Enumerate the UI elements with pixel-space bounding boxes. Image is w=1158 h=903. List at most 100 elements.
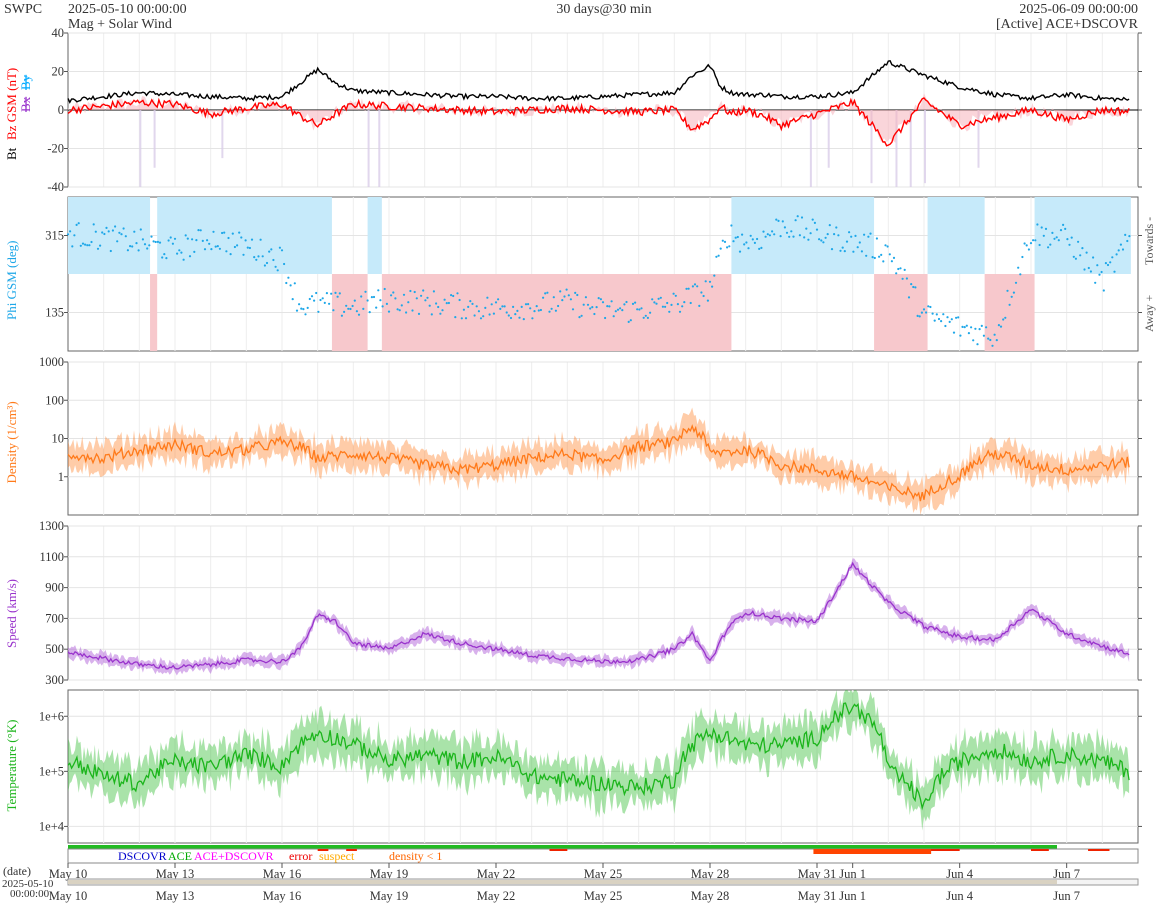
phi-point [188,255,192,258]
bz-south-spike [909,110,912,187]
phi-point [792,235,795,238]
phi-point [479,317,483,320]
phi-point [411,309,414,312]
phi-point [150,235,153,238]
phi-point [976,343,979,346]
phi-point [268,250,271,253]
speed-y-tick-label: 700 [45,611,64,625]
phi-point [242,253,245,256]
phi-point [229,253,232,256]
phi-point [86,244,89,247]
phi-point [146,247,149,250]
phi-point [989,338,992,342]
phi-point [830,248,834,251]
phi-point [552,296,555,299]
phi-point [1117,249,1120,252]
phi-point [706,299,710,302]
phi-point [261,255,264,258]
phi-point [216,245,219,248]
phi-point [488,313,491,316]
phi-point [263,264,266,267]
phi-point [148,244,151,247]
phi-point [1102,289,1105,292]
phi-point [394,297,397,300]
phi-point [325,292,328,295]
density-y-tick-label: 10 [52,432,65,446]
phi-point [111,229,114,232]
phi-point [236,244,239,247]
phi-point [719,247,722,250]
towards-label: Towards - [1142,217,1156,265]
time-span[interactable]: 30 days@30 min [556,2,652,17]
phi-point [413,290,416,294]
phi-point [1092,256,1095,259]
phi-point [383,287,386,291]
phi-point [569,298,573,301]
phi-point [537,309,540,312]
time-navigator-window[interactable] [68,880,1057,884]
phi-point [1040,226,1043,229]
phi-point [606,305,609,308]
x-tick-label-bottom: May 16 [263,889,302,903]
phi-point [422,289,425,292]
phi-point [291,298,294,301]
phi-point [1100,270,1103,274]
phi-point [820,239,823,242]
phi-point [129,245,132,248]
phi-point [253,256,256,259]
phi-point [955,316,958,319]
phi-point [381,305,384,308]
phi-point [180,251,183,254]
phi-point [1111,256,1114,259]
source-label[interactable]: [Active] ACE+DSCOVR [995,17,1138,32]
phi-point [580,314,583,317]
phi-point [918,315,921,318]
phi-point [1051,231,1054,234]
phi-point [501,305,504,308]
phi-point [450,294,453,297]
temperature-panel: 1e+6 1e+5 1e+4 Temperature (°K) [4,689,1142,844]
phi-point [295,309,299,312]
phi-point [137,249,140,252]
phi-point [653,301,656,304]
x-tick-label-bottom: May 28 [691,889,730,903]
phi-point [957,316,960,319]
phi-point [963,326,966,329]
phi-point [591,306,594,309]
source-bar-ace-dscovr [68,845,1057,849]
phi-point [753,241,757,244]
phi-point [796,215,799,218]
phi-point [460,317,463,320]
phi-point [424,299,427,302]
phi-point [66,233,70,236]
phi-point [392,291,395,294]
phi-point [400,304,403,307]
phi-point [721,239,724,242]
phi-point [890,260,894,263]
phi-point [822,241,825,244]
phi-point [845,240,849,243]
phi-point [828,224,831,227]
end-time: 2025-06-09 00:00:00 [1019,2,1138,17]
phi-point [884,244,887,247]
phi-point [94,230,97,233]
phi-point [798,234,802,237]
phi-point [285,281,288,285]
by-label: By [18,74,33,90]
phi-point [195,239,198,242]
phi-point [597,297,600,300]
phi-point [700,291,703,294]
phi-point [987,337,990,340]
phi-point [88,244,91,247]
phi-point [1017,266,1020,269]
phi-point [176,252,179,255]
phi-point [398,309,401,312]
phi-point [1072,255,1075,258]
bz-series-line [67,97,1130,147]
phi-point [505,311,508,314]
density-panel: 1000 100 10 1 Density (1/cm³) [4,355,1142,516]
phi-point [1083,268,1086,271]
phi-point [206,239,209,242]
phi-point [231,232,234,235]
bx-label: Bx [18,96,33,112]
